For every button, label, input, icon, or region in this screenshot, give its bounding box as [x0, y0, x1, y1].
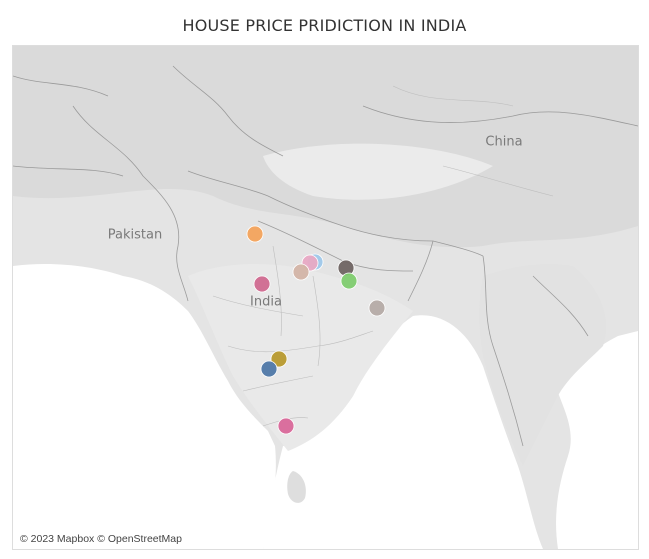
label-china: China [485, 134, 523, 150]
map-view[interactable]: China Pakistan India © 2023 Mapbox © Ope… [12, 45, 639, 550]
marker-hyderabad-gold[interactable] [270, 350, 288, 368]
page-title: HOUSE PRICE PRIDICTION IN INDIA [182, 16, 467, 35]
marker-rajasthan-pink[interactable] [253, 275, 271, 293]
marker-patna-green[interactable] [340, 272, 358, 290]
marker-lucknow-tan[interactable] [292, 263, 310, 281]
marker-layer [246, 225, 386, 435]
marker-kolkata-gray[interactable] [368, 299, 386, 317]
map-attribution: © 2023 Mapbox © OpenStreetMap [20, 533, 182, 545]
basemap [13, 46, 638, 549]
label-pakistan: Pakistan [107, 227, 163, 243]
marker-hyderabad-blue[interactable] [260, 360, 278, 378]
marker-punjab-orange[interactable] [246, 225, 264, 243]
marker-chennai-pink[interactable] [277, 417, 295, 435]
label-india: India [250, 294, 282, 310]
